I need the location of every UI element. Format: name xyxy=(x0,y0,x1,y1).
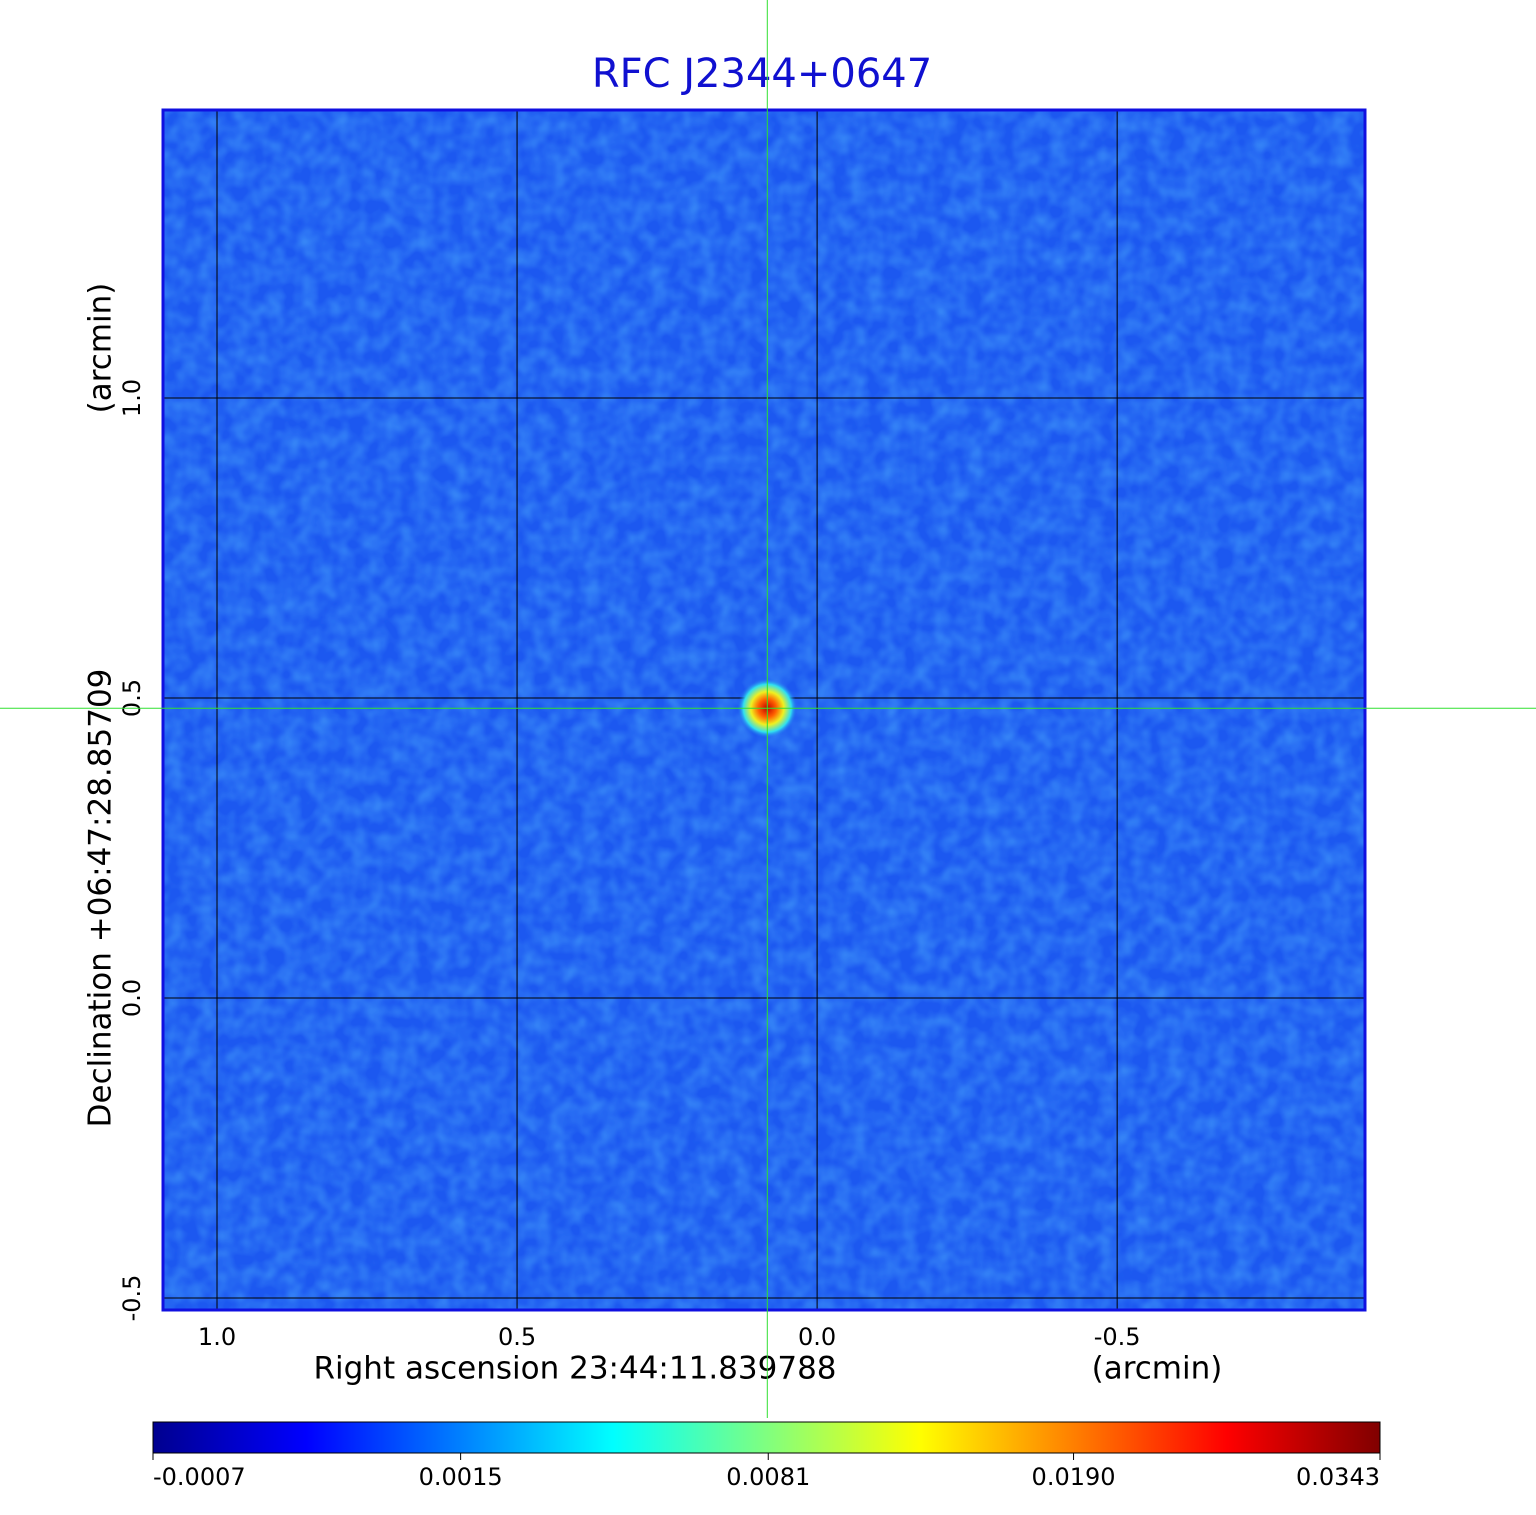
y-tick-label: 0.5 xyxy=(118,679,146,717)
y-axis-unit: (arcmin) xyxy=(83,283,119,414)
colorbar-tick-label: 0.0081 xyxy=(726,1463,810,1491)
chart-title: RFC J2344+0647 xyxy=(592,51,932,97)
x-tick-label: 0.5 xyxy=(498,1323,536,1351)
colorbar xyxy=(152,1421,1381,1454)
y-axis-label: Declination +06:47:28.85709 xyxy=(83,669,119,1128)
x-axis-unit: (arcmin) xyxy=(1092,1351,1223,1387)
colorbar-tick-label: 0.0015 xyxy=(419,1463,503,1491)
colorbar-tick-label: 0.0190 xyxy=(1032,1463,1116,1491)
x-tick-label: -0.5 xyxy=(1094,1323,1141,1351)
colorbar-tick-label: 0.0343 xyxy=(1296,1463,1380,1491)
x-tick-label: 1.0 xyxy=(198,1323,236,1351)
x-axis-label: Right ascension 23:44:11.839788 xyxy=(313,1351,836,1387)
plot-frame xyxy=(161,108,1367,1312)
y-tick-label: -0.5 xyxy=(118,1275,146,1322)
colorbar-tick-label: -0.0007 xyxy=(153,1463,246,1491)
y-tick-label: 1.0 xyxy=(118,379,146,417)
x-tick-label: 0.0 xyxy=(798,1323,836,1351)
y-tick-label: 0.0 xyxy=(118,979,146,1017)
